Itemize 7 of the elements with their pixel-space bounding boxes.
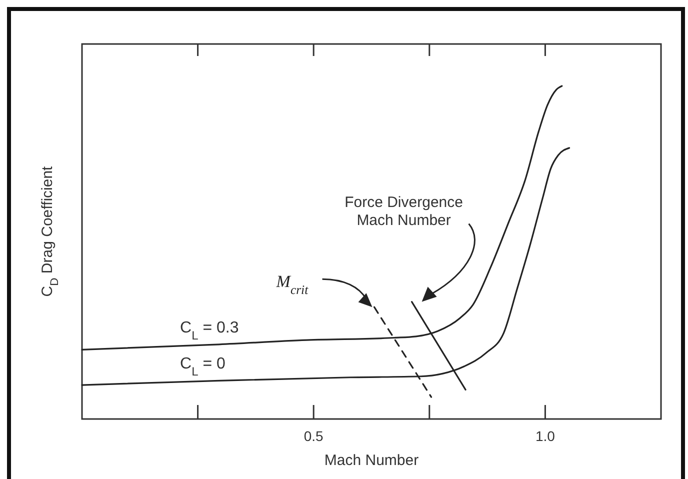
annotation: Force Divergence Mach Number <box>344 194 463 229</box>
annotation: M$_{crit}$ <box>275 272 309 298</box>
series-label: C$_{L}$ = 0.3 <box>180 319 239 342</box>
series-label: C$_{L}$ = 0 <box>180 356 226 379</box>
x-tick-label: 1.0 <box>535 428 556 444</box>
x-tick-label: 0.5 <box>304 428 324 444</box>
x-axis-title: Mach Number <box>324 452 419 469</box>
